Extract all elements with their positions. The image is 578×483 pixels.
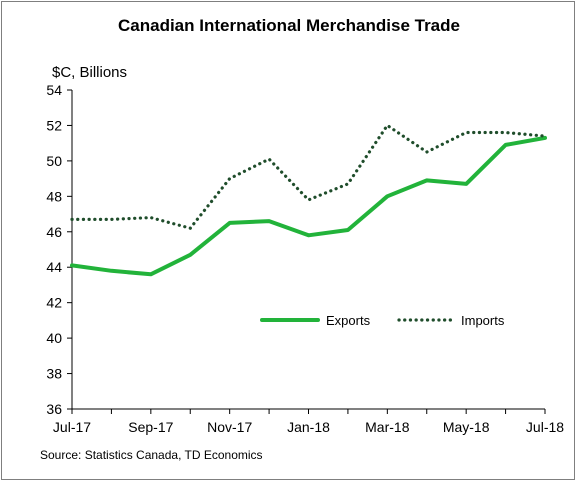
y-tick-label-48: 48 xyxy=(46,188,62,204)
y-tick-label-40: 40 xyxy=(46,330,62,346)
y-axis-unit-label: $C, Billions xyxy=(52,64,128,81)
x-tick-label-Nov-17: Nov-17 xyxy=(207,419,252,435)
x-tick-label-Jul-17: Jul-17 xyxy=(53,419,91,435)
x-tick-label-Mar-18: Mar-18 xyxy=(365,419,410,435)
legend-label-exports: Exports xyxy=(326,313,371,328)
y-tick-label-38: 38 xyxy=(46,366,62,382)
chart-title: Canadian International Merchandise Trade xyxy=(118,16,460,35)
x-tick-label-Sep-17: Sep-17 xyxy=(128,419,173,435)
source-note: Source: Statistics Canada, TD Economics xyxy=(40,448,263,462)
y-tick-label-44: 44 xyxy=(46,259,62,275)
x-tick-label-Jul-18: Jul-18 xyxy=(526,419,564,435)
y-tick-label-42: 42 xyxy=(46,295,62,311)
y-tick-label-46: 46 xyxy=(46,224,62,240)
x-tick-label-Jan-18: Jan-18 xyxy=(287,419,330,435)
y-tick-label-50: 50 xyxy=(46,153,62,169)
series-line-exports xyxy=(70,135,547,277)
y-tick-label-54: 54 xyxy=(46,82,62,98)
x-tick-label-May-18: May-18 xyxy=(443,419,490,435)
legend-label-imports: Imports xyxy=(461,313,505,328)
y-tick-label-36: 36 xyxy=(46,401,62,417)
series-line-imports xyxy=(70,123,547,230)
y-tick-label-52: 52 xyxy=(46,117,62,133)
